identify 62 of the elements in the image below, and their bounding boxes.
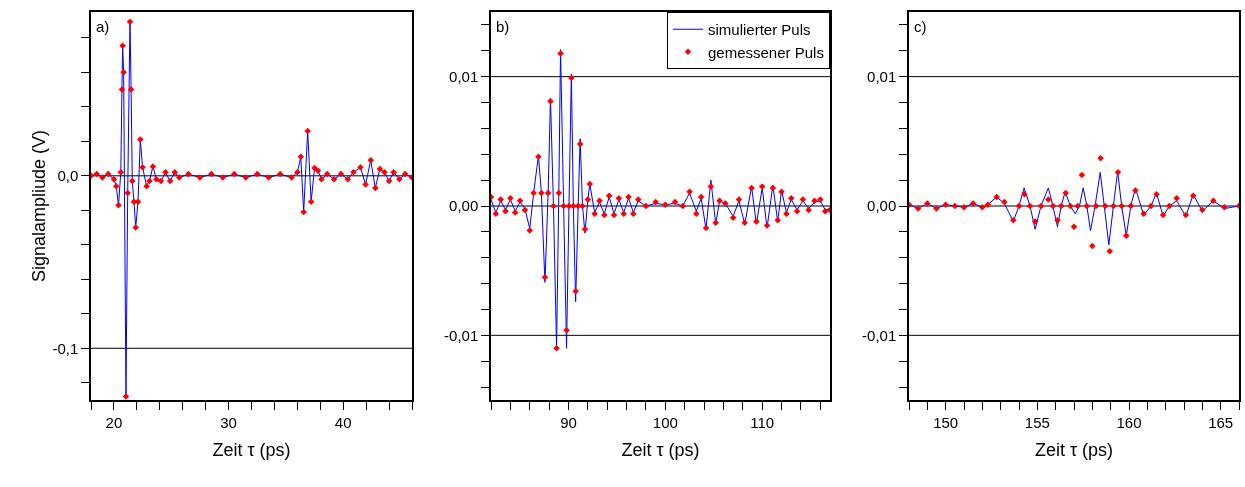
x-tick-label: 165 — [1208, 413, 1234, 431]
x-axis-title: Zeit τ (ps) — [621, 440, 700, 461]
point — [1199, 206, 1206, 214]
point — [1057, 202, 1065, 210]
point — [1015, 202, 1023, 210]
y-tick-label: -0,1 — [52, 339, 79, 357]
point — [969, 200, 977, 207]
x-tick-label: 30 — [220, 413, 237, 431]
point — [1127, 202, 1135, 210]
point — [1140, 210, 1147, 218]
x-tick-label: 100 — [652, 413, 678, 431]
point — [1010, 216, 1017, 224]
point — [1153, 191, 1160, 198]
y-tick-label: 0,0 — [57, 167, 79, 185]
point — [933, 205, 940, 212]
point — [1123, 232, 1130, 239]
point — [1210, 197, 1217, 205]
y-tick-label: -0,01 — [862, 326, 897, 344]
point — [1049, 202, 1057, 210]
y-tick-label: 0,00 — [867, 197, 897, 215]
point — [1062, 189, 1069, 197]
point — [1045, 196, 1052, 203]
annotation: a) — [96, 18, 110, 35]
x-tick-label: 90 — [560, 413, 577, 431]
x-tick-label: 160 — [1116, 413, 1142, 431]
point — [1026, 202, 1034, 210]
x-tick-label: 110 — [750, 413, 775, 431]
x-tick-label: 150 — [933, 413, 959, 431]
point — [1106, 248, 1113, 255]
point — [1001, 198, 1008, 206]
x-axis-title: Zeit τ (ps) — [1034, 440, 1114, 461]
point — [1092, 202, 1100, 210]
y-tick-label: 0,01 — [867, 67, 897, 85]
point — [1173, 194, 1180, 202]
point — [1037, 202, 1045, 210]
annotation: b) — [496, 18, 510, 35]
y-axis-title: Signalampliude (V) — [28, 129, 49, 283]
point — [1101, 202, 1109, 210]
legend-label: simulierter Puls — [708, 21, 811, 39]
point — [1132, 187, 1139, 194]
legend-label: gemessener Puls — [708, 43, 824, 61]
point — [951, 202, 959, 210]
x-tick-label: 40 — [334, 413, 352, 431]
point — [1182, 211, 1190, 219]
annotation: c) — [914, 18, 927, 35]
point — [979, 204, 986, 211]
y-tick-label: 0,00 — [449, 197, 479, 215]
point — [1021, 191, 1028, 198]
y-tick-label: -0,01 — [444, 326, 479, 344]
point — [924, 200, 931, 207]
point — [1221, 204, 1228, 211]
point — [1147, 202, 1155, 210]
point — [1189, 192, 1197, 199]
x-tick-label: 20 — [105, 413, 123, 431]
point — [1159, 211, 1167, 219]
x-tick-label: 155 — [1024, 413, 1050, 431]
point — [1083, 202, 1091, 210]
point — [1078, 171, 1086, 179]
point — [942, 201, 949, 208]
point — [984, 201, 992, 208]
y-tick-label: 0,01 — [449, 67, 479, 85]
x-axis-title: Zeit τ (ps) — [212, 440, 291, 461]
